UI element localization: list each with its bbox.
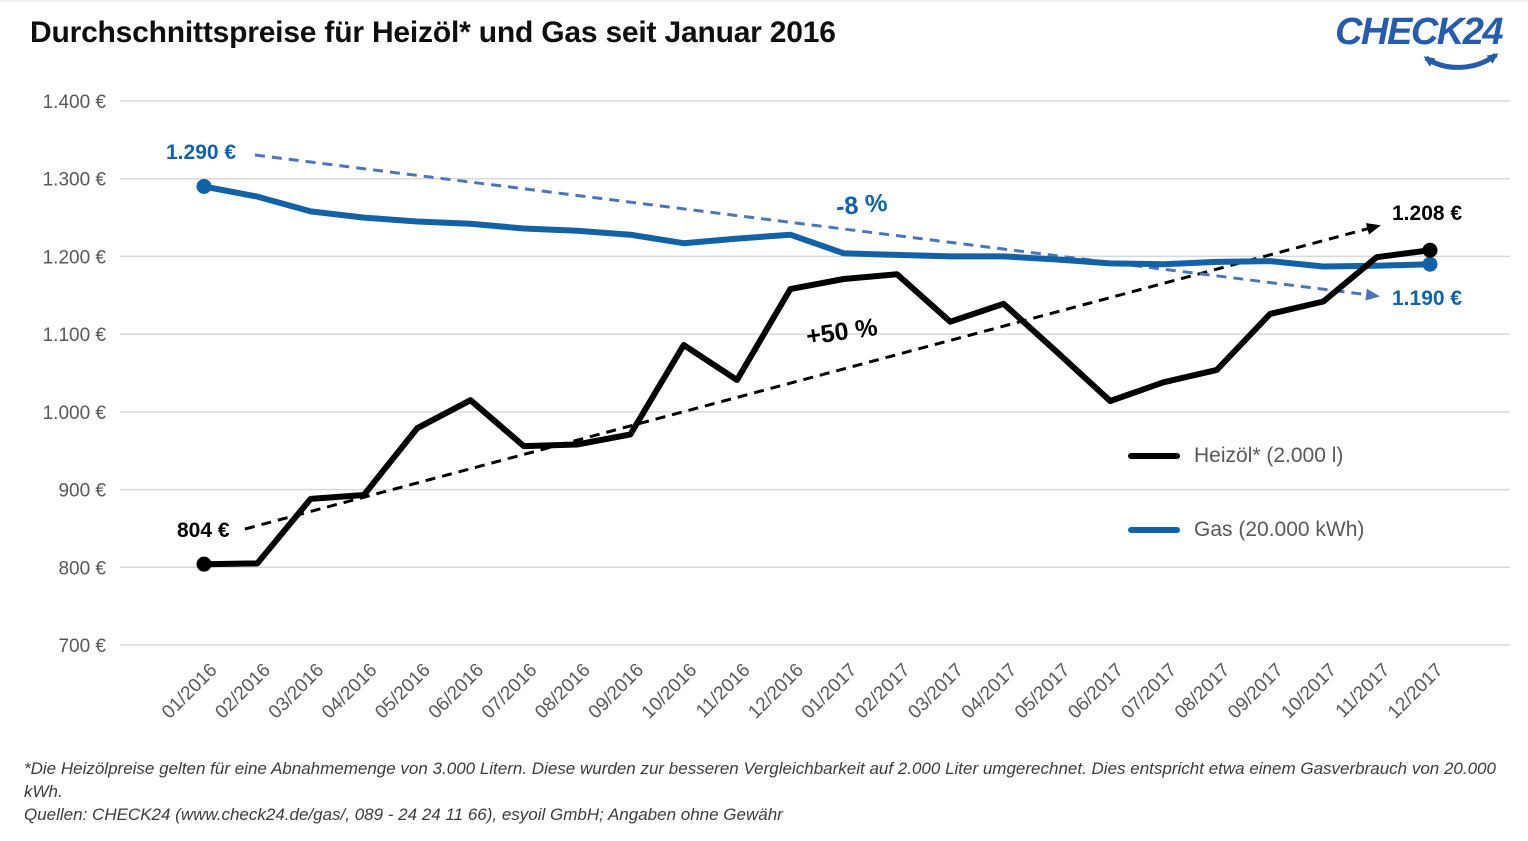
gas-end-value-label: 1.190 € — [1392, 287, 1463, 310]
legend-item-heizoel: Heizöl* (2.000 l) — [1128, 442, 1364, 470]
gas-end-dot — [1422, 256, 1438, 272]
x-axis-tick-label: 08/2017 — [1171, 660, 1234, 723]
x-axis-tick-label: 03/2017 — [904, 660, 967, 723]
x-axis-tick-label: 11/2017 — [1332, 660, 1394, 722]
gas-trend-percent-label: -8 % — [834, 188, 889, 222]
x-axis-tick-label: 11/2016 — [692, 660, 754, 722]
x-axis-tick-label: 02/2016 — [211, 660, 274, 723]
y-axis-tick-label: 1.000 € — [43, 403, 107, 424]
x-axis-tick-label: 12/2016 — [744, 660, 807, 723]
footnote-note: *Die Heizölpreise gelten für eine Abnahm… — [24, 759, 1496, 801]
heizoel-trend-dashed-arrow — [244, 223, 1381, 531]
legend-label-heizoel: Heizöl* (2.000 l) — [1194, 444, 1344, 467]
gas-start-dot — [196, 178, 212, 194]
y-axis-tick-label: 1.100 € — [43, 325, 107, 346]
x-axis-tick-label: 01/2017 — [798, 660, 861, 723]
heizoel-end-dot — [1422, 242, 1438, 258]
gas-line-swatch — [1128, 527, 1180, 533]
logo-swoosh-arrow-icon — [1423, 52, 1499, 70]
x-axis-tick-label: 09/2017 — [1224, 660, 1287, 723]
chart-legend: Heizöl* (2.000 l) Gas (20.000 kWh) — [1128, 442, 1364, 590]
x-axis-tick-label: 02/2017 — [851, 660, 914, 723]
footnote-sources: Quellen: CHECK24 (www.check24.de/gas/, 0… — [24, 805, 783, 824]
heizoel-line-swatch — [1128, 453, 1180, 459]
logo-text: CHECK24 — [1335, 11, 1503, 53]
gas-trend-dashed-arrow — [254, 153, 1380, 301]
x-axis-tick-label: 09/2016 — [585, 660, 648, 723]
heizoel-start-dot — [196, 556, 212, 572]
x-axis-tick-label: 05/2016 — [371, 660, 434, 723]
x-axis-tick-label: 10/2016 — [638, 660, 701, 723]
x-axis-tick-label: 01/2016 — [158, 660, 221, 723]
x-axis-tick-label: 07/2016 — [478, 660, 541, 723]
x-axis-tick-label: 05/2017 — [1011, 660, 1074, 723]
heizoel-price-line — [201, 247, 1433, 568]
y-axis-tick-label: 900 € — [58, 481, 106, 502]
gas-start-value-label: 1.290 € — [166, 141, 237, 164]
x-axis-tick-label: 04/2017 — [958, 660, 1021, 723]
footnotes: *Die Heizölpreise gelten für eine Abnahm… — [24, 757, 1508, 826]
page-title: Durchschnittspreise für Heizöl* und Gas … — [30, 16, 836, 49]
y-axis-tick-label: 1.300 € — [43, 170, 107, 191]
x-axis-tick-label: 10/2017 — [1278, 660, 1341, 723]
heizoel-start-value-label: 804 € — [177, 519, 230, 542]
x-axis-tick-label: 06/2016 — [425, 660, 488, 723]
heizoel-end-value-label: 1.208 € — [1392, 202, 1463, 225]
x-axis-tick-label: 07/2017 — [1118, 660, 1181, 723]
y-axis-tick-label: 700 € — [58, 636, 106, 657]
gas-price-line — [201, 183, 1433, 270]
y-axis-tick-label: 800 € — [58, 558, 106, 579]
x-axis-tick-label: 03/2016 — [265, 660, 328, 723]
check24-logo: CHECK24 — [1301, 10, 1506, 74]
legend-item-gas: Gas (20.000 kWh) — [1128, 516, 1364, 544]
x-axis-tick-label: 08/2016 — [531, 660, 594, 723]
legend-label-gas: Gas (20.000 kWh) — [1194, 518, 1365, 541]
y-axis-tick-label: 1.200 € — [43, 247, 107, 268]
x-axis-tick-label: 04/2016 — [318, 660, 381, 723]
x-axis-tick-label: 12/2017 — [1384, 660, 1447, 723]
y-axis-tick-label: 1.400 € — [43, 92, 107, 113]
x-axis-tick-label: 06/2017 — [1064, 660, 1127, 723]
